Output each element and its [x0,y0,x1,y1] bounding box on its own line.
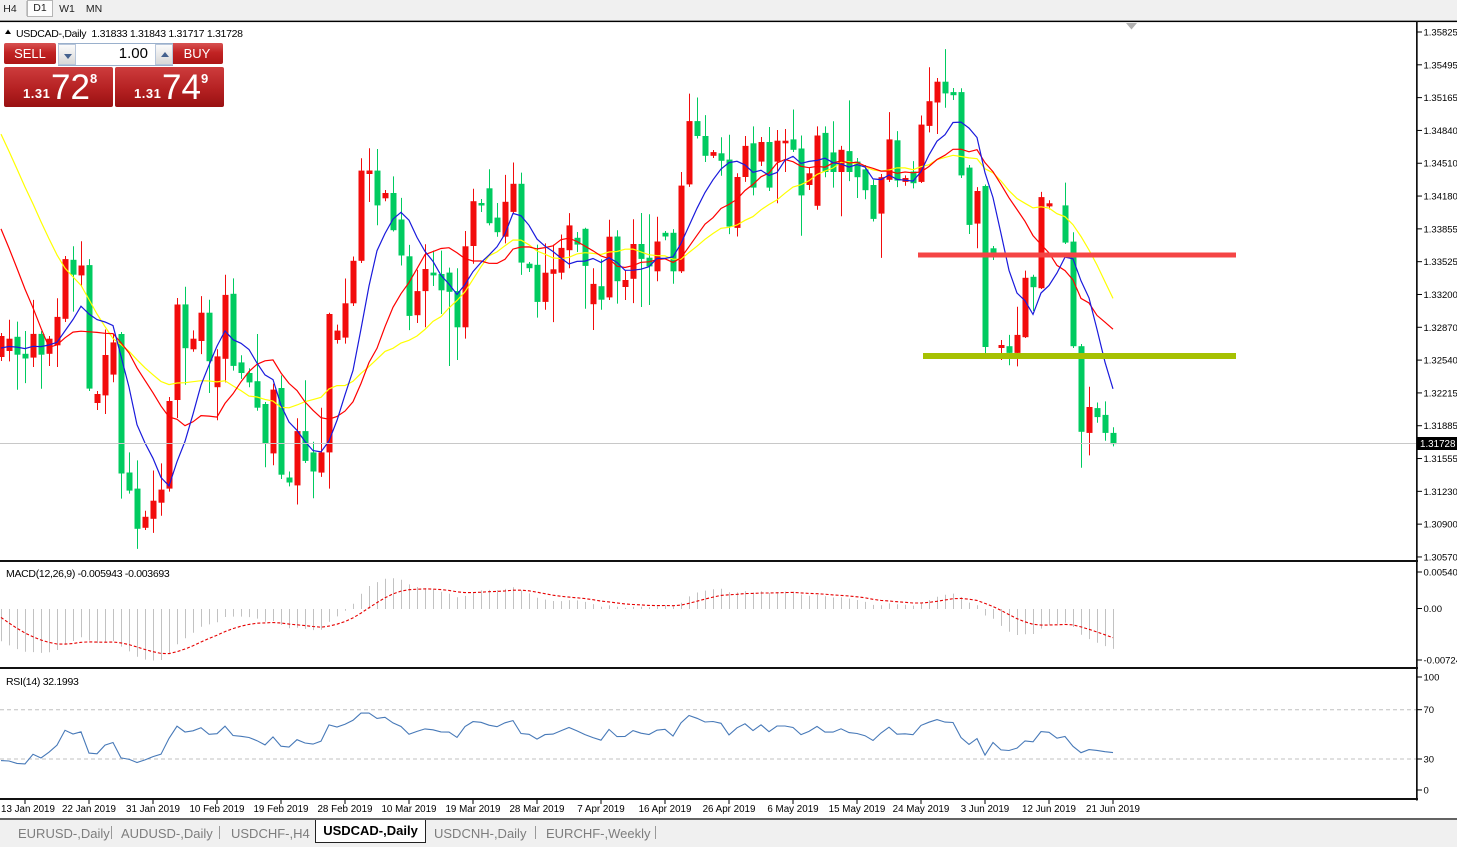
svg-text:7 Apr 2019: 7 Apr 2019 [577,804,624,815]
svg-text:1.34180: 1.34180 [1424,192,1457,203]
svg-text:10 Feb 2019: 10 Feb 2019 [189,804,244,815]
svg-text:15 May 2019: 15 May 2019 [829,804,886,815]
svg-text:1.35495: 1.35495 [1424,60,1457,71]
svg-text:1.31555: 1.31555 [1424,454,1457,465]
svg-text:1.31230: 1.31230 [1424,487,1457,498]
svg-text:26 Apr 2019: 26 Apr 2019 [703,804,756,815]
svg-text:28 Mar 2019: 28 Mar 2019 [509,804,564,815]
svg-text:RSI(14) 32.1993: RSI(14) 32.1993 [6,676,79,688]
svg-text:1.31728: 1.31728 [1420,439,1456,450]
svg-text:0.00: 0.00 [1424,604,1443,615]
svg-text:0: 0 [1424,786,1429,797]
svg-text:1.32870: 1.32870 [1424,323,1457,334]
svg-text:19 Feb 2019: 19 Feb 2019 [253,804,308,815]
svg-text:MACD(12,26,9) -0.005943 -0.003: MACD(12,26,9) -0.005943 -0.003693 [6,568,170,580]
svg-text:1.30900: 1.30900 [1424,520,1457,531]
svg-text:1.34840: 1.34840 [1424,126,1457,137]
svg-text:70: 70 [1424,705,1435,716]
svg-text:13 Jan 2019: 13 Jan 2019 [1,804,55,815]
svg-text:12 Jun 2019: 12 Jun 2019 [1022,804,1076,815]
svg-text:22 Jan 2019: 22 Jan 2019 [62,804,116,815]
svg-text:30: 30 [1424,755,1435,766]
svg-text:24 May 2019: 24 May 2019 [893,804,950,815]
svg-text:21 Jun 2019: 21 Jun 2019 [1086,804,1140,815]
svg-text:0.005402: 0.005402 [1424,568,1457,579]
svg-text:USDCAD-,Daily 1.31833 1.31843: USDCAD-,Daily 1.31833 1.31843 1.31717 1.… [16,28,243,40]
svg-text:10 Mar 2019: 10 Mar 2019 [381,804,436,815]
svg-text:3 Jun 2019: 3 Jun 2019 [961,804,1009,815]
svg-text:31 Jan 2019: 31 Jan 2019 [126,804,180,815]
svg-text:1.35825: 1.35825 [1424,28,1457,39]
svg-text:1.33525: 1.33525 [1424,257,1457,268]
svg-text:-0.007242: -0.007242 [1424,656,1457,667]
svg-text:1.33855: 1.33855 [1424,224,1457,235]
svg-text:1.32215: 1.32215 [1424,388,1457,399]
svg-text:1.33200: 1.33200 [1424,290,1457,301]
svg-text:6 May 2019: 6 May 2019 [767,804,818,815]
svg-text:19 Mar 2019: 19 Mar 2019 [445,804,500,815]
svg-text:1.31885: 1.31885 [1424,421,1457,432]
svg-text:16 Apr 2019: 16 Apr 2019 [639,804,692,815]
svg-text:1.32540: 1.32540 [1424,356,1457,367]
svg-text:28 Feb 2019: 28 Feb 2019 [317,804,372,815]
svg-text:1.35165: 1.35165 [1424,93,1457,104]
svg-text:100: 100 [1424,673,1440,684]
svg-text:1.34510: 1.34510 [1424,159,1457,170]
svg-text:1.30570: 1.30570 [1424,552,1457,563]
